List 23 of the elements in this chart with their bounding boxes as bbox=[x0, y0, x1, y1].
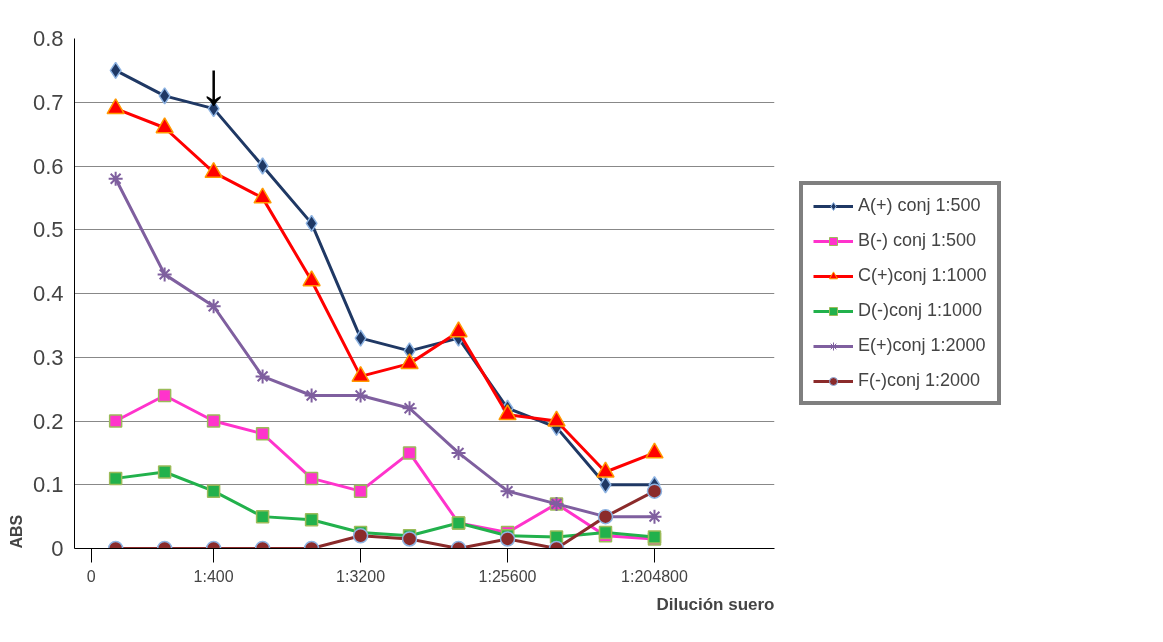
y-tick-label: 0.5 bbox=[32, 217, 64, 243]
annotation: ↓ bbox=[198, 49, 229, 117]
y-tick-label: 0.3 bbox=[32, 344, 64, 370]
x-tick-label: 1:3200 bbox=[336, 567, 386, 585]
x-tick-label: 1:204800 bbox=[621, 567, 688, 585]
y-tick-label: 0.8 bbox=[32, 26, 64, 51]
legend-label: A(+) conj 1:500 bbox=[858, 195, 981, 216]
x-axis-title: Dilución suero bbox=[656, 594, 775, 614]
legend-label: B(-) conj 1:500 bbox=[858, 230, 977, 251]
y-tick-label: 0.2 bbox=[32, 408, 64, 434]
y-tick-label: 0.6 bbox=[32, 153, 64, 179]
legend-label: F(-)conj 1:2000 bbox=[858, 370, 981, 391]
y-tick-label: 0.4 bbox=[32, 281, 64, 306]
y-axis-title: ABS bbox=[7, 514, 25, 549]
y-tick-label: 0.1 bbox=[32, 472, 64, 498]
text: 0 bbox=[86, 567, 96, 585]
legend-label: C(+)conj 1:1000 bbox=[858, 265, 987, 286]
x-tick-label: 1:25600 bbox=[478, 567, 537, 585]
x-tick-label: 1:400 bbox=[193, 567, 234, 585]
y-tick-label: 0.7 bbox=[32, 89, 64, 115]
legend-label: E(+)conj 1:2000 bbox=[858, 335, 986, 356]
legend-label: D(-)conj 1:1000 bbox=[858, 300, 983, 321]
y-tick-label: 0 bbox=[51, 536, 64, 561]
